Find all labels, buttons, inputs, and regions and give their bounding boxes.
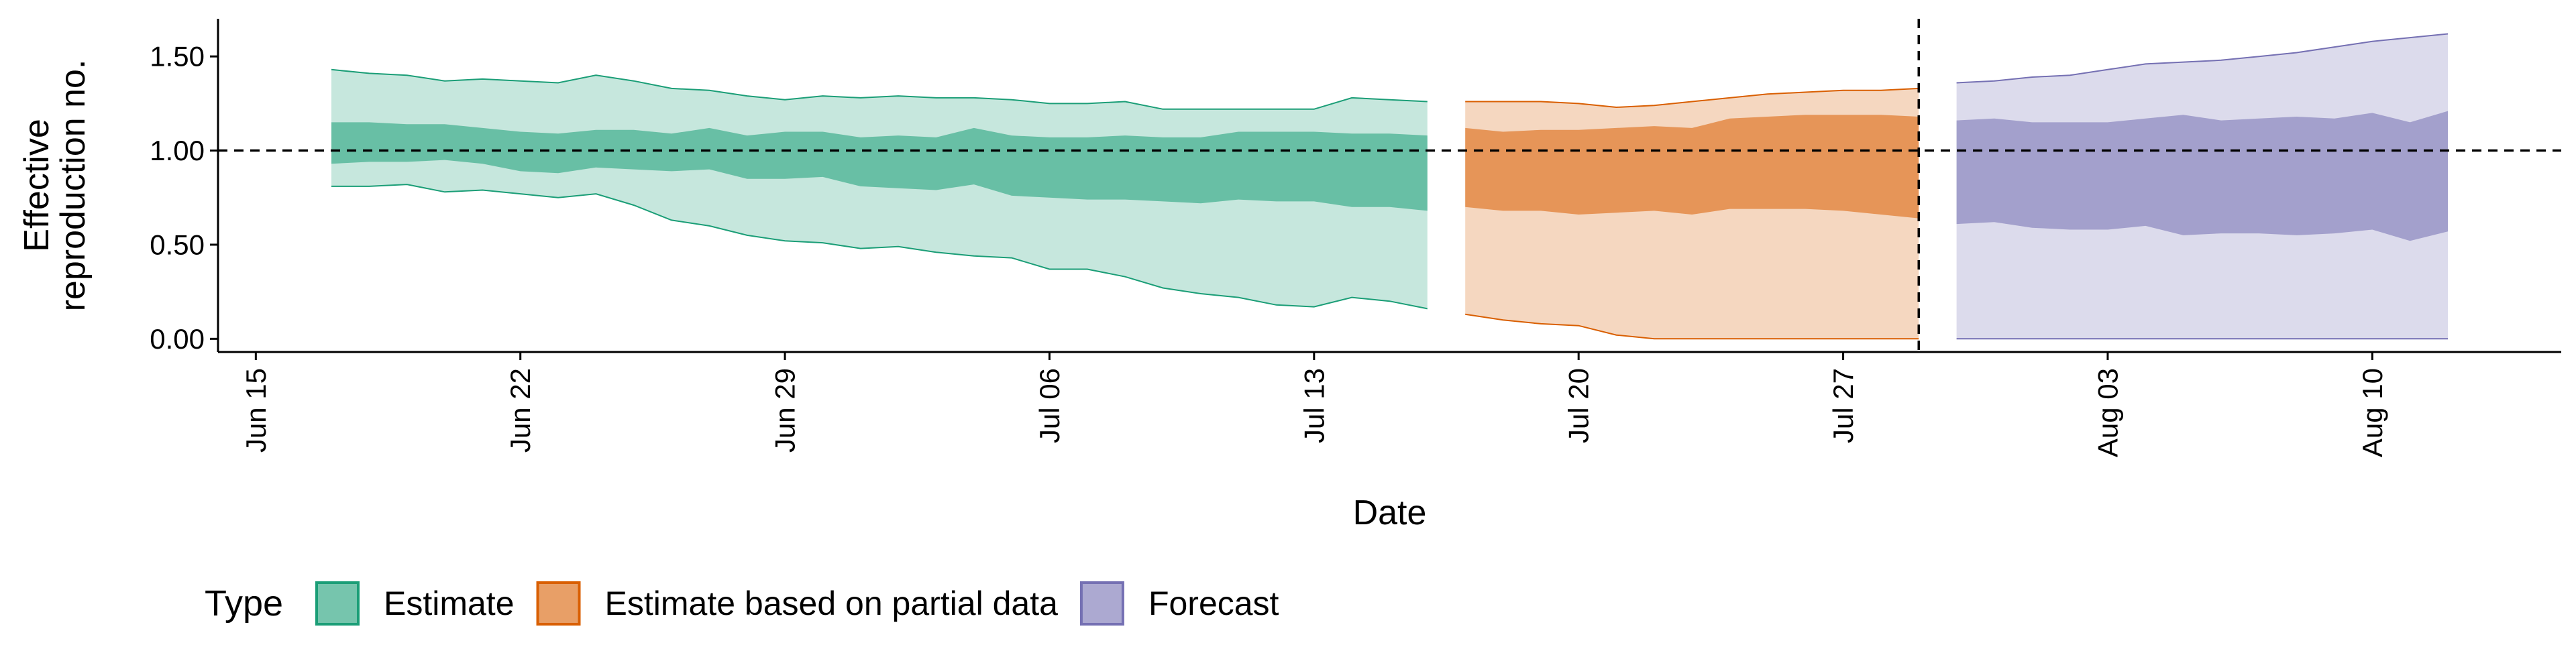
outer-interval-band [331, 69, 1428, 309]
series-2 [1465, 87, 1919, 340]
y-axis-title-line: Effective [17, 119, 56, 251]
legend-swatch [536, 581, 581, 626]
outer-lower-line [331, 184, 1428, 310]
inner-interval-band [1956, 111, 2448, 241]
x-tick-label: Jul 13 [1298, 368, 1330, 443]
legend-title: Type [205, 583, 283, 624]
axes-layer: 0.00 0.50 1.00 1.50 Jun 15 Jun 22 Jun 29 Jul 06… [17, 19, 2561, 532]
x-tick-label: Jun 15 [240, 368, 272, 453]
legend-label: Estimate [384, 585, 515, 622]
y-tick-label: 0.00 [150, 323, 205, 355]
legend-swatch [1079, 581, 1124, 626]
reference-lines-layer [218, 19, 2561, 352]
y-tick-label: 1.00 [150, 135, 205, 166]
x-tick-label: Aug 10 [2357, 368, 2388, 457]
x-tick-label: Aug 03 [2092, 368, 2123, 457]
series-3 [1956, 33, 2449, 340]
x-tick-label: Jul 06 [1034, 368, 1065, 443]
legend-swatch [315, 581, 360, 626]
outer-lower-line [1465, 313, 1919, 340]
x-tick-label: Jun 22 [504, 368, 536, 453]
x-tick-label: Jul 27 [1827, 368, 1859, 443]
x-axis-title: Date [1353, 493, 1427, 532]
legend: Type Estimate Estimate based on partial da… [205, 581, 1279, 626]
inner-interval-band [331, 122, 1428, 211]
x-tick-label: Jul 20 [1563, 368, 1595, 443]
inner-interval-band [1465, 115, 1919, 219]
x-tick-label: Jun 29 [769, 368, 801, 453]
outer-upper-line [1465, 87, 1919, 109]
legend-label: Forecast [1148, 585, 1279, 622]
legend-label: Estimate based on partial data [605, 585, 1059, 622]
series-1 [331, 68, 1428, 310]
y-axis-title-line: reproduction no. [54, 60, 93, 312]
ribbons-layer [331, 33, 2449, 340]
y-tick-label: 0.50 [150, 229, 205, 260]
outer-upper-line [1956, 33, 2449, 84]
outer-upper-line [331, 68, 1428, 110]
y-axis-title: Effectivereproduction no. [17, 60, 93, 312]
y-tick-label: 1.50 [150, 41, 205, 72]
